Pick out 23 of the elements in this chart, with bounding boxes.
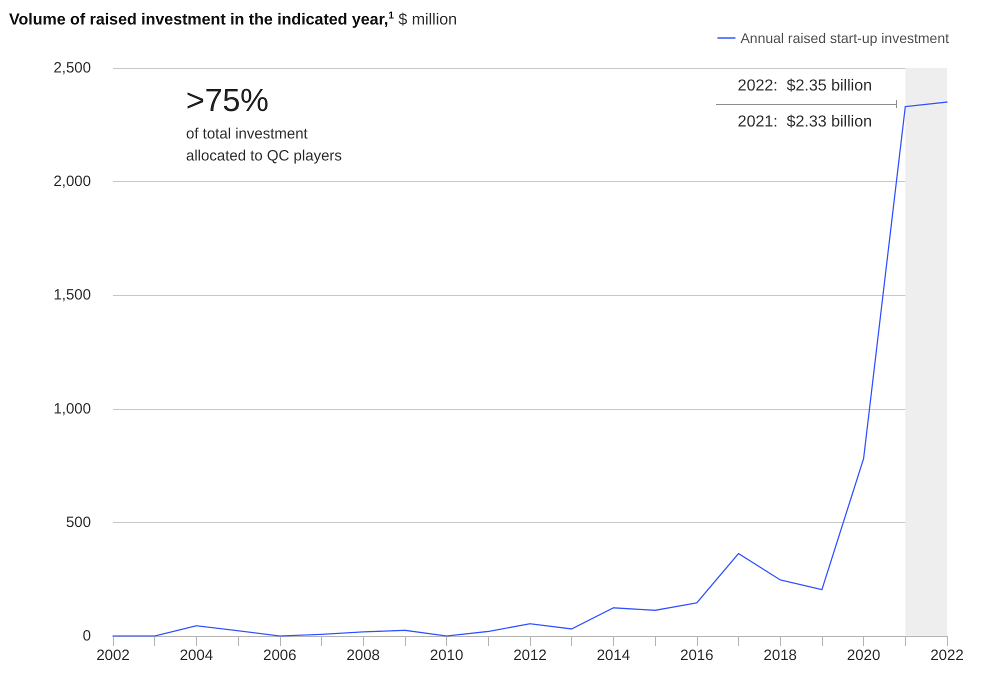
y-tick-label: 2,500 bbox=[53, 60, 91, 76]
x-tick-label: 2002 bbox=[96, 647, 130, 664]
x-tick-label: 2018 bbox=[764, 647, 797, 664]
annotation: 2022: $2.35 billion bbox=[738, 78, 872, 94]
annotation: >75% bbox=[186, 82, 269, 118]
x-tick-label: 2010 bbox=[430, 647, 464, 664]
y-tick-label: 2,000 bbox=[53, 173, 91, 190]
x-tick-label: 2016 bbox=[680, 647, 714, 664]
annotation: 2021: $2.33 billion bbox=[738, 114, 872, 130]
y-tick-label: 0 bbox=[82, 628, 91, 644]
x-tick-label: 2012 bbox=[513, 647, 547, 664]
y-tick-label: 500 bbox=[66, 514, 91, 531]
x-tick-label: 2020 bbox=[846, 647, 880, 664]
legend-label: Annual raised start-up investment bbox=[740, 30, 950, 46]
x-tick-label: 2014 bbox=[596, 647, 630, 664]
x-tick-label: 2004 bbox=[180, 647, 214, 664]
annotation: of total investment allocated to QC players bbox=[186, 126, 342, 164]
x-tick-label: 2022 bbox=[930, 647, 964, 664]
chart-subtitle: $ million bbox=[394, 12, 458, 28]
x-tick-label: 2006 bbox=[263, 647, 296, 664]
y-tick-label: 1,000 bbox=[53, 400, 91, 418]
x-tick-label: 2008 bbox=[346, 647, 380, 664]
y-tick-label: 1,500 bbox=[53, 286, 91, 304]
